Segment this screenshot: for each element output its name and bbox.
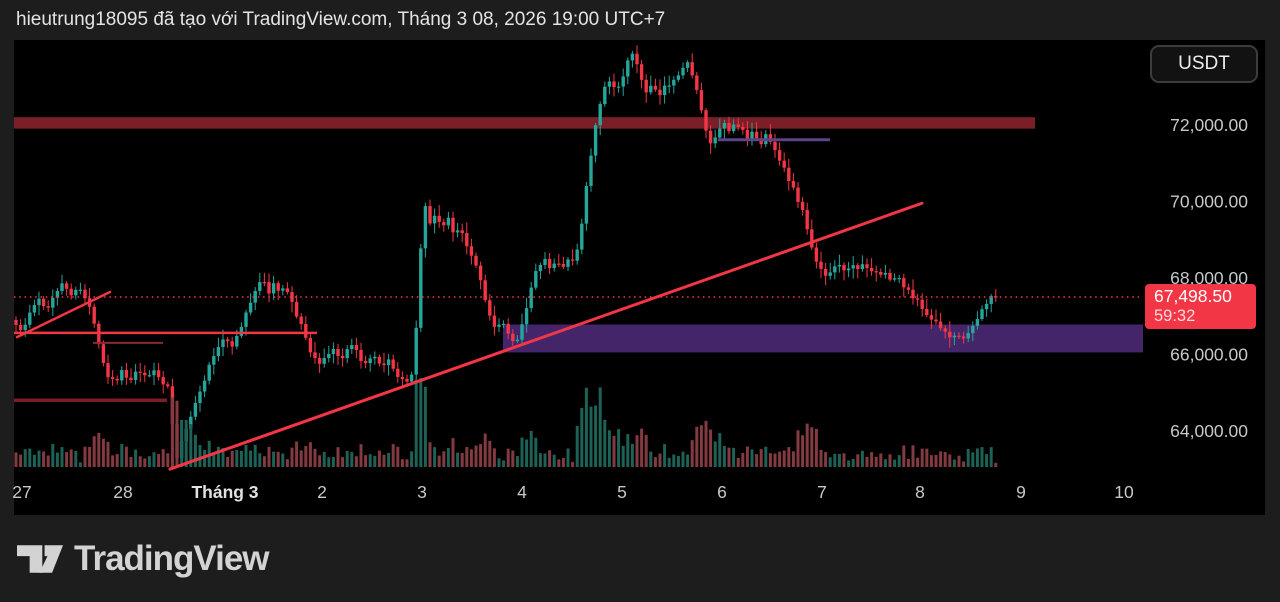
price-tick-label: 64,000.00	[1170, 421, 1248, 441]
time-tick-label: 27	[12, 482, 31, 502]
supply-zone	[14, 117, 1035, 129]
chart-area[interactable]: 72,000.00 70,000.00 68,000.00 66,000.00 64,0…	[0, 40, 1280, 515]
time-tick-label: Tháng 3	[191, 482, 258, 502]
tradingview-logo-icon	[17, 544, 63, 573]
attribution-text: hieutrung18095 đã tạo với TradingView.co…	[16, 9, 666, 30]
time-tick-label: 4	[517, 482, 527, 502]
currency-label: USDT	[1178, 53, 1230, 74]
price-axis-labels[interactable]: 72,000.00 70,000.00 68,000.00 66,000.00 64,0…	[1170, 115, 1248, 441]
trendline	[15, 290, 112, 339]
time-tick-label: 9	[1016, 482, 1026, 502]
demand-zone	[503, 324, 1143, 353]
last-price-badge: 67,498.50 59:32	[1145, 284, 1256, 329]
price-tick-label: 68,000.00	[1170, 268, 1248, 288]
price-tick-label: 66,000.00	[1170, 344, 1248, 364]
volume-series	[14, 378, 998, 467]
top-bar: hieutrung18095 đã tạo với TradingView.co…	[0, 0, 1280, 40]
time-tick-label: 3	[417, 482, 427, 502]
time-tick-label: 28	[113, 482, 132, 502]
time-tick-label: 5	[617, 482, 627, 502]
time-tick-label: 10	[1114, 482, 1134, 502]
price-tick-label: 72,000.00	[1170, 115, 1248, 135]
zones	[14, 117, 1143, 353]
time-axis-labels[interactable]: 27 28 Tháng 3 2 3 4 5 6 7 8 9 10	[12, 482, 1134, 502]
time-tick-label: 7	[817, 482, 827, 502]
price-tick-label: 70,000.00	[1170, 191, 1248, 211]
time-tick-label: 2	[317, 482, 327, 502]
price-chart-svg[interactable]: 72,000.00 70,000.00 68,000.00 66,000.00 64,0…	[0, 40, 1280, 515]
candlestick-series	[14, 45, 998, 467]
tradingview-logo[interactable]: TradingView	[0, 538, 270, 579]
time-tick-label: 6	[717, 482, 727, 502]
drawings	[14, 138, 1143, 471]
tradingview-wordmark: TradingView	[74, 538, 270, 578]
bar-countdown: 59:32	[1154, 307, 1196, 325]
last-price-value: 67,498.50	[1154, 286, 1232, 306]
time-tick-label: 8	[915, 482, 925, 502]
trendline	[168, 201, 924, 471]
currency-toggle-button[interactable]: USDT	[1150, 45, 1258, 83]
bottom-bar: TradingView	[0, 515, 1280, 602]
